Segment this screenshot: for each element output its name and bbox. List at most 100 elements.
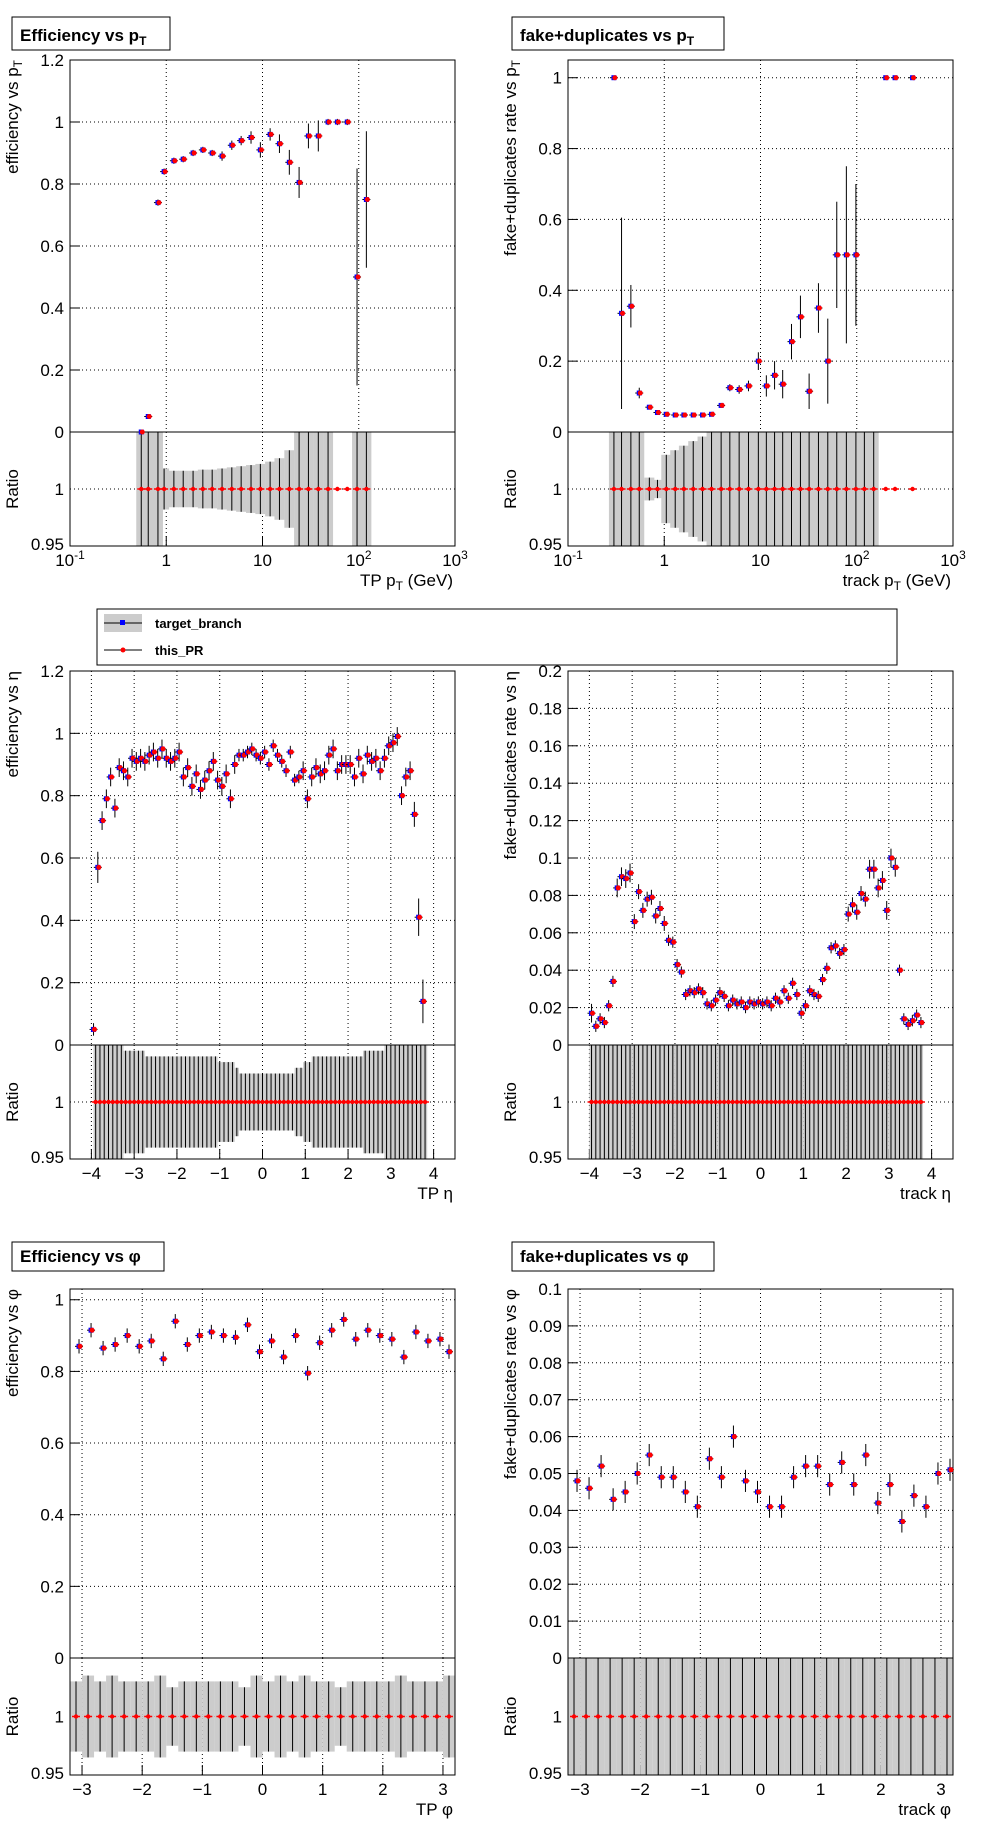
pr-point [647, 1452, 653, 1458]
ratio-point [158, 1714, 163, 1719]
ratio-point [306, 486, 311, 492]
ratio-point [664, 486, 669, 492]
pr-point [121, 768, 127, 774]
ratio-point [422, 1099, 428, 1105]
pr-point [160, 746, 166, 752]
ratio-point [190, 486, 196, 492]
ratio-point [914, 1099, 919, 1105]
pr-point [331, 746, 337, 752]
y-tick-label: 1 [55, 724, 64, 743]
ratio-point [781, 1099, 787, 1105]
pr-point [263, 749, 269, 755]
pr-point [101, 1345, 107, 1351]
pr-point [335, 768, 341, 774]
ratio-point [734, 1099, 740, 1105]
ratio-point [713, 1099, 718, 1105]
pr-point [654, 913, 660, 919]
pr-point [594, 1023, 600, 1029]
ratio-point [174, 1099, 180, 1105]
pr-point [113, 805, 119, 811]
pr-point [216, 777, 222, 783]
ratio-point [446, 1714, 452, 1719]
pr-point [92, 1026, 98, 1032]
ratio-point [375, 1099, 381, 1105]
ratio-point [191, 1099, 197, 1105]
y-tick-label: 0.8 [40, 1362, 64, 1381]
ratio-point [680, 1714, 685, 1719]
ratio-point [704, 1099, 710, 1105]
x-axis-label: track η [900, 1184, 951, 1203]
ratio-point [756, 1099, 761, 1105]
pr-point [647, 404, 653, 410]
pr-point [417, 914, 423, 920]
pr-point [628, 870, 634, 876]
pr-point [807, 388, 813, 394]
ratio-point [380, 1099, 385, 1105]
ratio-tick-label: 1 [55, 480, 64, 499]
ratio-point [140, 1099, 145, 1105]
ratio-point [704, 1714, 709, 1719]
ratio-point [302, 1714, 307, 1719]
y-tick-label: 0.6 [40, 237, 64, 256]
pr-point [682, 412, 688, 418]
ratio-point [97, 1099, 103, 1105]
ratio-point [238, 1099, 244, 1105]
ratio-point [893, 1099, 898, 1105]
ratio-point [908, 1714, 914, 1719]
pr-point [854, 252, 860, 258]
ratio-point [670, 1099, 676, 1105]
pr-point [611, 978, 617, 984]
pr-point [207, 768, 213, 774]
y-tick-label: 0.14 [529, 774, 562, 793]
ratio-point [736, 486, 742, 492]
pr-point [737, 386, 743, 392]
ratio-point [358, 1099, 364, 1105]
ratio-point [637, 486, 642, 492]
pr-point [683, 1489, 689, 1495]
pr-point [649, 894, 655, 900]
pr-point [125, 1333, 131, 1339]
ratio-point [171, 486, 177, 492]
ratio-point [260, 1099, 265, 1105]
ratio-point [610, 1099, 616, 1105]
ratio-point [674, 1099, 680, 1105]
ratio-point [905, 1099, 911, 1105]
chart-fake_phi: fake+duplicates vs φ 0.01 0.02 0.03 0.04 0.05… [501, 1241, 954, 1819]
pr-point [620, 310, 626, 316]
pr-point [792, 1474, 798, 1480]
y-tick-label: 1 [553, 69, 562, 88]
ratio-point [858, 1099, 864, 1105]
x-axis-label: TP φ [416, 1800, 453, 1819]
pr-point [635, 1471, 641, 1476]
x-tick-label: 0 [756, 1780, 765, 1799]
ratio-point [700, 486, 705, 492]
ratio-point [397, 1099, 402, 1105]
ratio-point [146, 486, 151, 492]
ratio-point [673, 486, 678, 492]
ratio-point [777, 1099, 782, 1105]
ratio-point [628, 486, 634, 492]
ratio-point [656, 1714, 661, 1719]
ratio-frame-top [567, 1044, 954, 1160]
pr-point [305, 796, 311, 802]
y-tick-label: 0.2 [40, 361, 64, 380]
pr-point [287, 159, 293, 165]
ratio-point [816, 486, 821, 492]
ratio-point [345, 1099, 351, 1105]
ratio-point [833, 1099, 838, 1105]
ratio-point [910, 486, 915, 492]
pr-point [220, 153, 226, 159]
ratio-point [776, 1714, 781, 1719]
ratio-point [918, 1099, 924, 1105]
ratio-point [789, 486, 794, 492]
ratio-point [296, 486, 302, 492]
ratio-tick-label: 0.95 [529, 1764, 562, 1783]
ratio-point [944, 1714, 950, 1719]
pr-point [447, 1349, 453, 1355]
pr-point [695, 1504, 701, 1510]
pr-point [395, 733, 401, 739]
ratio-point [337, 1099, 342, 1105]
y-tick-label: 0.12 [529, 812, 562, 831]
pr-point [342, 1316, 348, 1322]
pr-point [162, 169, 168, 175]
